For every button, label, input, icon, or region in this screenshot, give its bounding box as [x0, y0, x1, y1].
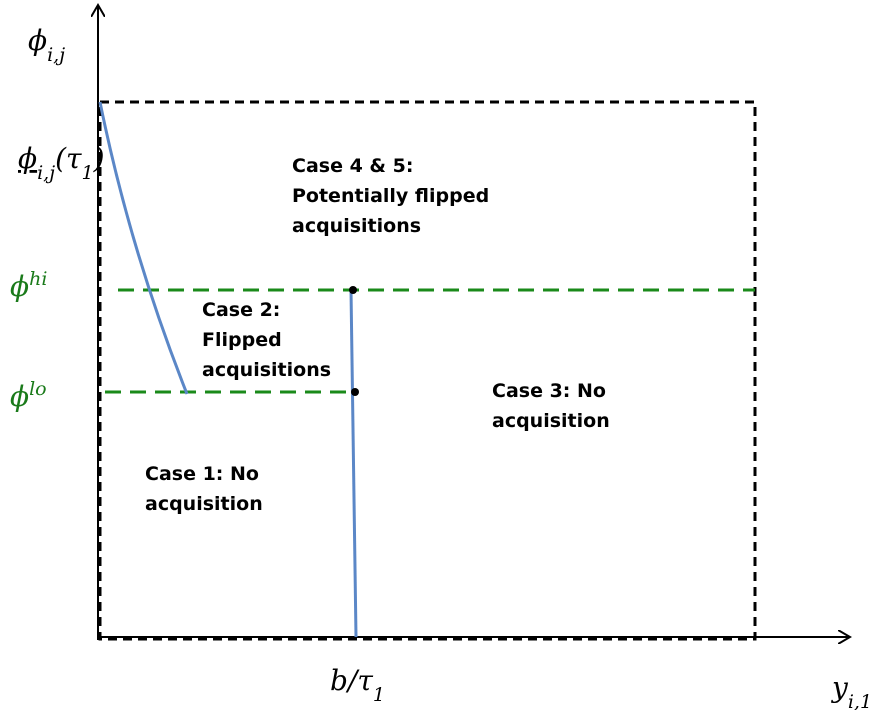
threshold-curve — [98, 101, 189, 395]
dashed-box — [98, 100, 757, 641]
label-part: ) — [93, 142, 105, 175]
phi-tau-label: ϕi,j(τ1) — [18, 142, 105, 184]
label-part: (τ — [55, 142, 82, 175]
label-part: i,j — [37, 162, 55, 184]
case-3-text: Case 3: No — [492, 380, 606, 402]
case-2-text: acquisitions — [202, 359, 331, 381]
case-4-5-text: Potentially flipped — [292, 185, 489, 207]
y-axis-label: ϕi,j — [28, 24, 65, 66]
b-tau-line — [349, 289, 358, 638]
dot — [351, 388, 359, 396]
label-part: y — [830, 671, 849, 704]
label-part: 1 — [82, 162, 94, 184]
label-part: i,j — [47, 44, 65, 66]
case-2-text: Flipped — [202, 329, 282, 351]
case-1-text: acquisition — [145, 493, 263, 515]
label-part: 1 — [373, 684, 385, 706]
label-part: b/τ — [330, 664, 373, 697]
phi-hi-label: ϕhi — [10, 268, 47, 303]
label-part: ϕ — [28, 24, 47, 57]
phi-lo-label: ϕlo — [10, 378, 47, 413]
dot — [349, 286, 357, 294]
label-part: ϕ — [10, 270, 29, 303]
label-part: lo — [29, 378, 47, 400]
label-part: i,1 — [848, 691, 872, 710]
case-1-text: Case 1: No — [145, 463, 259, 485]
x-axis-label: yi,1 — [830, 671, 872, 710]
label-part: hi — [29, 268, 47, 290]
case-2-text: Case 2: — [202, 299, 280, 321]
case-4-5-text: Case 4 & 5: — [292, 155, 413, 177]
label-part: ϕ — [18, 142, 37, 175]
case-4-5-text: acquisitions — [292, 215, 421, 237]
label-part: ϕ — [10, 380, 29, 413]
b-tau-label: b/τ1 — [330, 664, 385, 706]
case-3-text: acquisition — [492, 410, 610, 432]
